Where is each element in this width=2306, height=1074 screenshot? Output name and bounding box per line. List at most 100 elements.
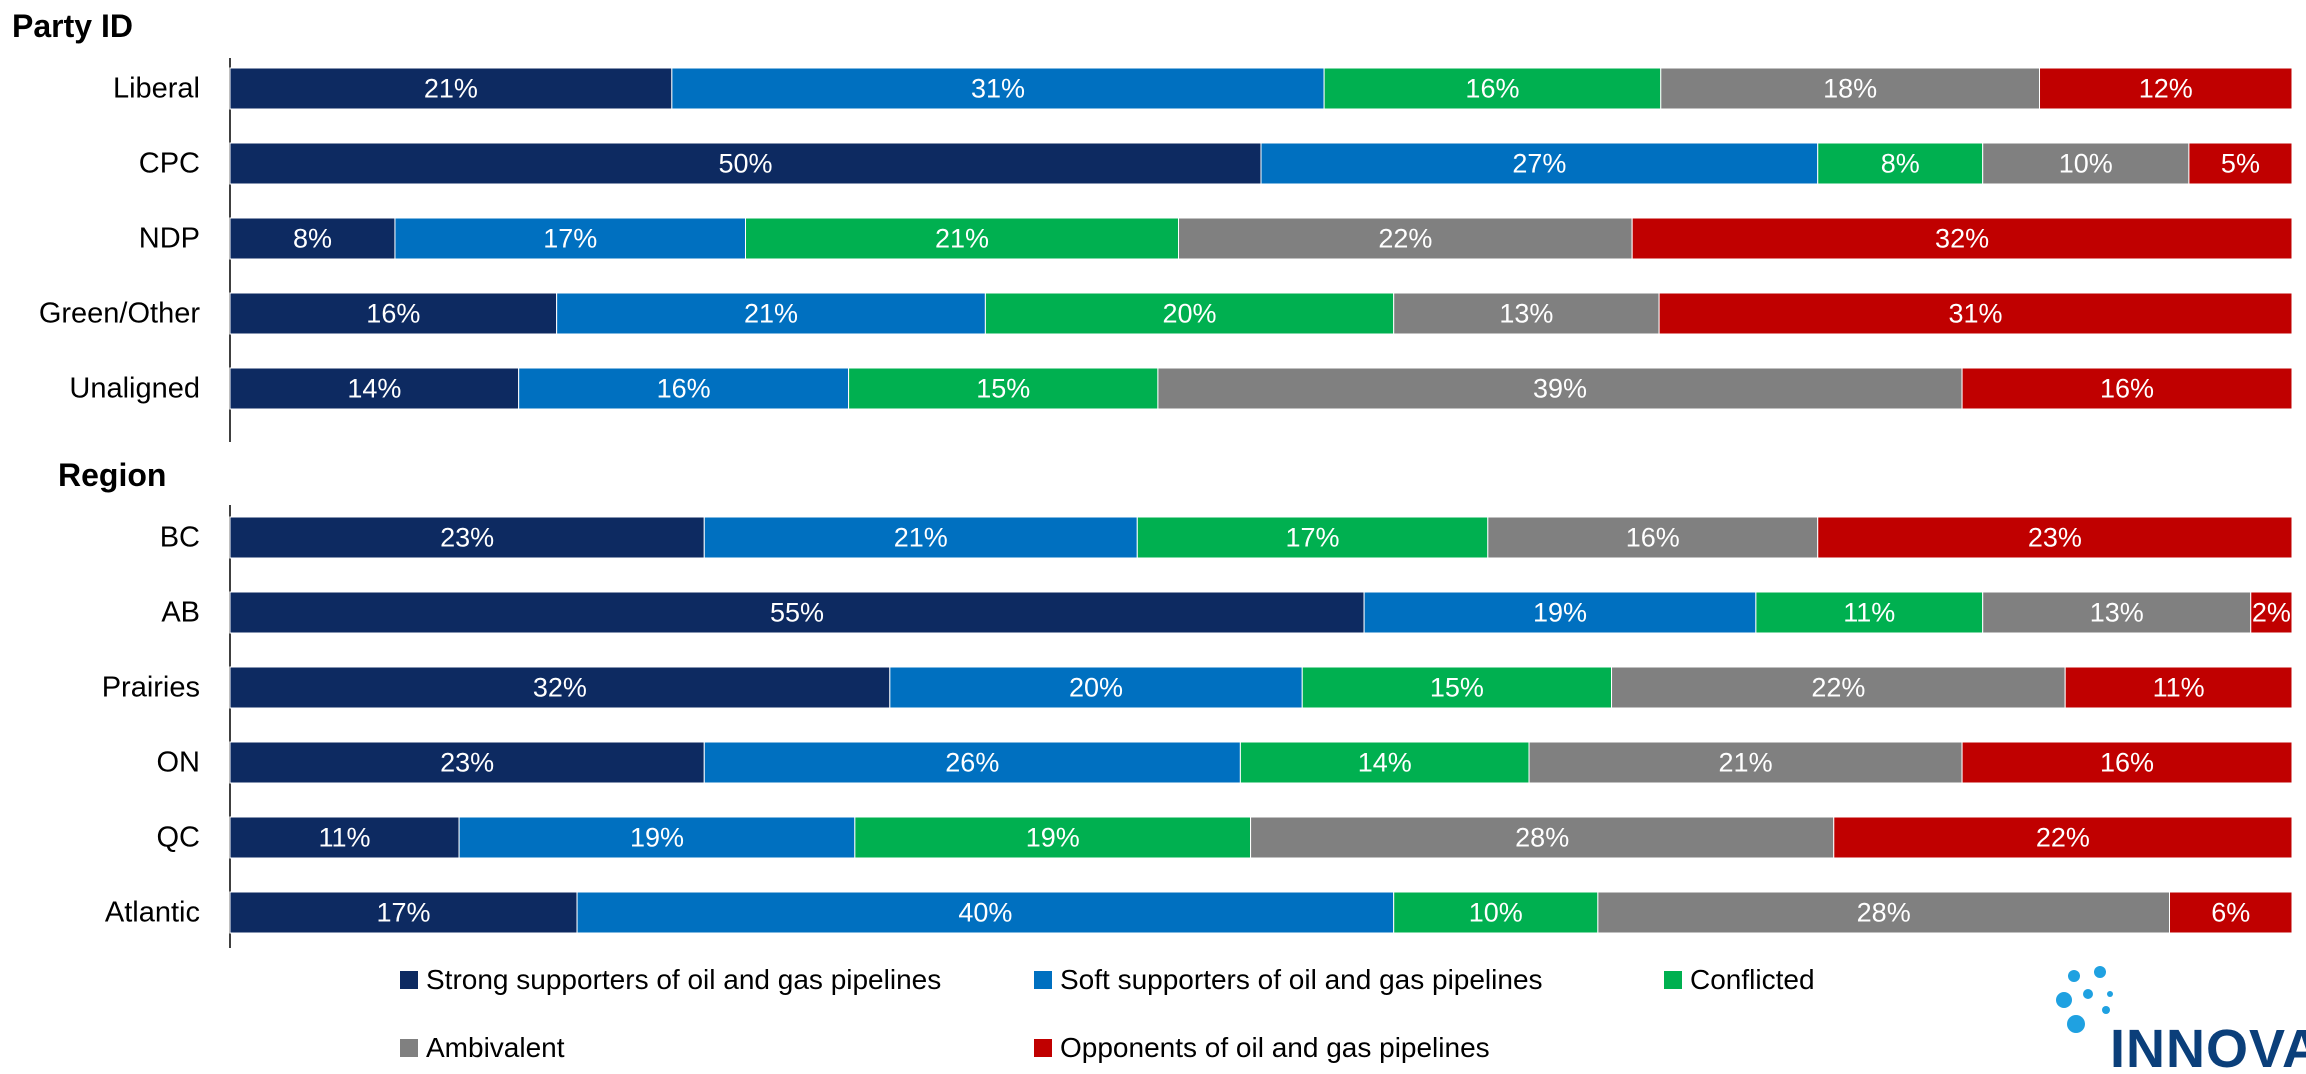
data-label: 50% [718, 149, 772, 179]
category-label: BC [160, 522, 200, 554]
category-label: Atlantic [105, 897, 200, 929]
bar-segment-opponents [1658, 292, 2293, 335]
data-label: 22% [1811, 673, 1865, 703]
data-label: 32% [533, 673, 587, 703]
logo-dots-icon [2056, 966, 2113, 1033]
bar-segment-conflicted [745, 217, 1180, 260]
category-label: QC [157, 822, 201, 854]
bar-segment-soft [576, 891, 1395, 934]
data-label: 11% [1843, 598, 1895, 628]
bar-segment-conflicted [984, 292, 1395, 335]
bar-segment-strong [229, 516, 705, 559]
bar-segment-opponents [1833, 816, 2293, 859]
data-label: 14% [347, 374, 401, 404]
data-label: 22% [1378, 224, 1432, 254]
category-label: ON [157, 747, 201, 779]
data-label: 14% [1358, 748, 1412, 778]
data-label: 19% [630, 823, 684, 853]
category-label: Prairies [102, 672, 200, 704]
group-title: Party ID [12, 8, 133, 44]
bar-segment-soft [671, 67, 1325, 110]
bar-segment-strong [229, 591, 1365, 634]
legend-item-soft: Soft supporters of oil and gas pipelines [1034, 964, 1543, 996]
data-label: 15% [1430, 673, 1484, 703]
data-label: 16% [2100, 374, 2154, 404]
bar-segment-strong [229, 666, 891, 709]
data-label: 19% [1026, 823, 1080, 853]
bar-segment-strong [229, 217, 396, 260]
data-label: 18% [1823, 74, 1877, 104]
group-title: Region [58, 457, 166, 493]
bar-segment-opponents [2169, 891, 2293, 934]
category-label: NDP [139, 223, 200, 255]
data-label: 17% [1286, 523, 1340, 553]
data-label: 21% [894, 523, 948, 553]
bar-segment-opponents [2064, 666, 2293, 709]
data-label: 28% [1515, 823, 1569, 853]
bar-segment-opponents [2188, 142, 2293, 185]
data-label: 16% [657, 374, 711, 404]
data-label: 20% [1163, 299, 1217, 329]
data-label: 39% [1533, 374, 1587, 404]
bar-segment-conflicted [854, 816, 1252, 859]
data-label: 16% [1465, 74, 1519, 104]
bar-segment-ambivalent [1157, 367, 1963, 410]
data-label: 12% [2139, 74, 2193, 104]
bar-segment-soft [703, 516, 1138, 559]
category-label: Liberal [113, 73, 200, 105]
data-label: 13% [1499, 299, 1553, 329]
legend-swatch-strong [400, 971, 418, 989]
legend-label: Soft supporters of oil and gas pipelines [1060, 964, 1543, 995]
data-label: 16% [2100, 748, 2154, 778]
data-label: 21% [1719, 748, 1773, 778]
data-label: 32% [1935, 224, 1989, 254]
data-label: 21% [744, 299, 798, 329]
bar-segment-strong [229, 816, 460, 859]
bar-segment-soft [1363, 591, 1757, 634]
data-label: 20% [1069, 673, 1123, 703]
bar-segment-ambivalent [1178, 217, 1633, 260]
innovative-logo: INNOVAT [2050, 966, 2306, 1074]
category-label: CPC [139, 148, 200, 180]
bar-segment-strong [229, 891, 578, 934]
bar-segment-strong [229, 292, 558, 335]
legend-item-opponents: Opponents of oil and gas pipelines [1034, 1032, 1490, 1064]
bar-segment-ambivalent [1597, 891, 2171, 934]
bar-segment-soft [394, 217, 746, 260]
legend: Strong supporters of oil and gas pipelin… [400, 964, 2100, 1074]
bar-segment-ambivalent [1982, 142, 2190, 185]
data-label: 5% [2221, 149, 2260, 179]
data-label: 23% [2028, 523, 2082, 553]
bar-segment-opponents [1631, 217, 2293, 260]
bar-segment-strong [229, 367, 520, 410]
data-label: 23% [440, 748, 494, 778]
data-label: 10% [2059, 149, 2113, 179]
data-label: 31% [971, 74, 1025, 104]
bar-segment-soft [556, 292, 986, 335]
data-label: 8% [1881, 149, 1920, 179]
legend-item-conflicted: Conflicted [1664, 964, 1815, 996]
bar-segment-soft [703, 741, 1241, 784]
legend-swatch-ambivalent [400, 1039, 418, 1057]
data-label: 55% [770, 598, 824, 628]
category-label: Green/Other [39, 298, 201, 330]
data-label: 31% [1949, 299, 2003, 329]
data-label: 2% [2252, 598, 2291, 628]
data-label: 15% [976, 374, 1030, 404]
category-label: AB [161, 597, 200, 629]
data-label: 16% [366, 299, 420, 329]
bar-segment-conflicted [1301, 666, 1613, 709]
legend-label: Conflicted [1690, 964, 1815, 995]
legend-item-ambivalent: Ambivalent [400, 1032, 565, 1064]
data-label: 8% [293, 224, 332, 254]
category-label: Unaligned [69, 373, 200, 405]
data-label: 26% [945, 748, 999, 778]
data-label: 11% [2153, 673, 2205, 703]
data-label: 23% [440, 523, 494, 553]
data-label: 19% [1533, 598, 1587, 628]
data-label: 28% [1857, 898, 1911, 928]
legend-item-strong: Strong supporters of oil and gas pipelin… [400, 964, 941, 996]
logo-text: INNOVAT [2110, 1019, 2306, 1074]
data-label: 11% [319, 823, 371, 853]
data-label: 10% [1469, 898, 1523, 928]
